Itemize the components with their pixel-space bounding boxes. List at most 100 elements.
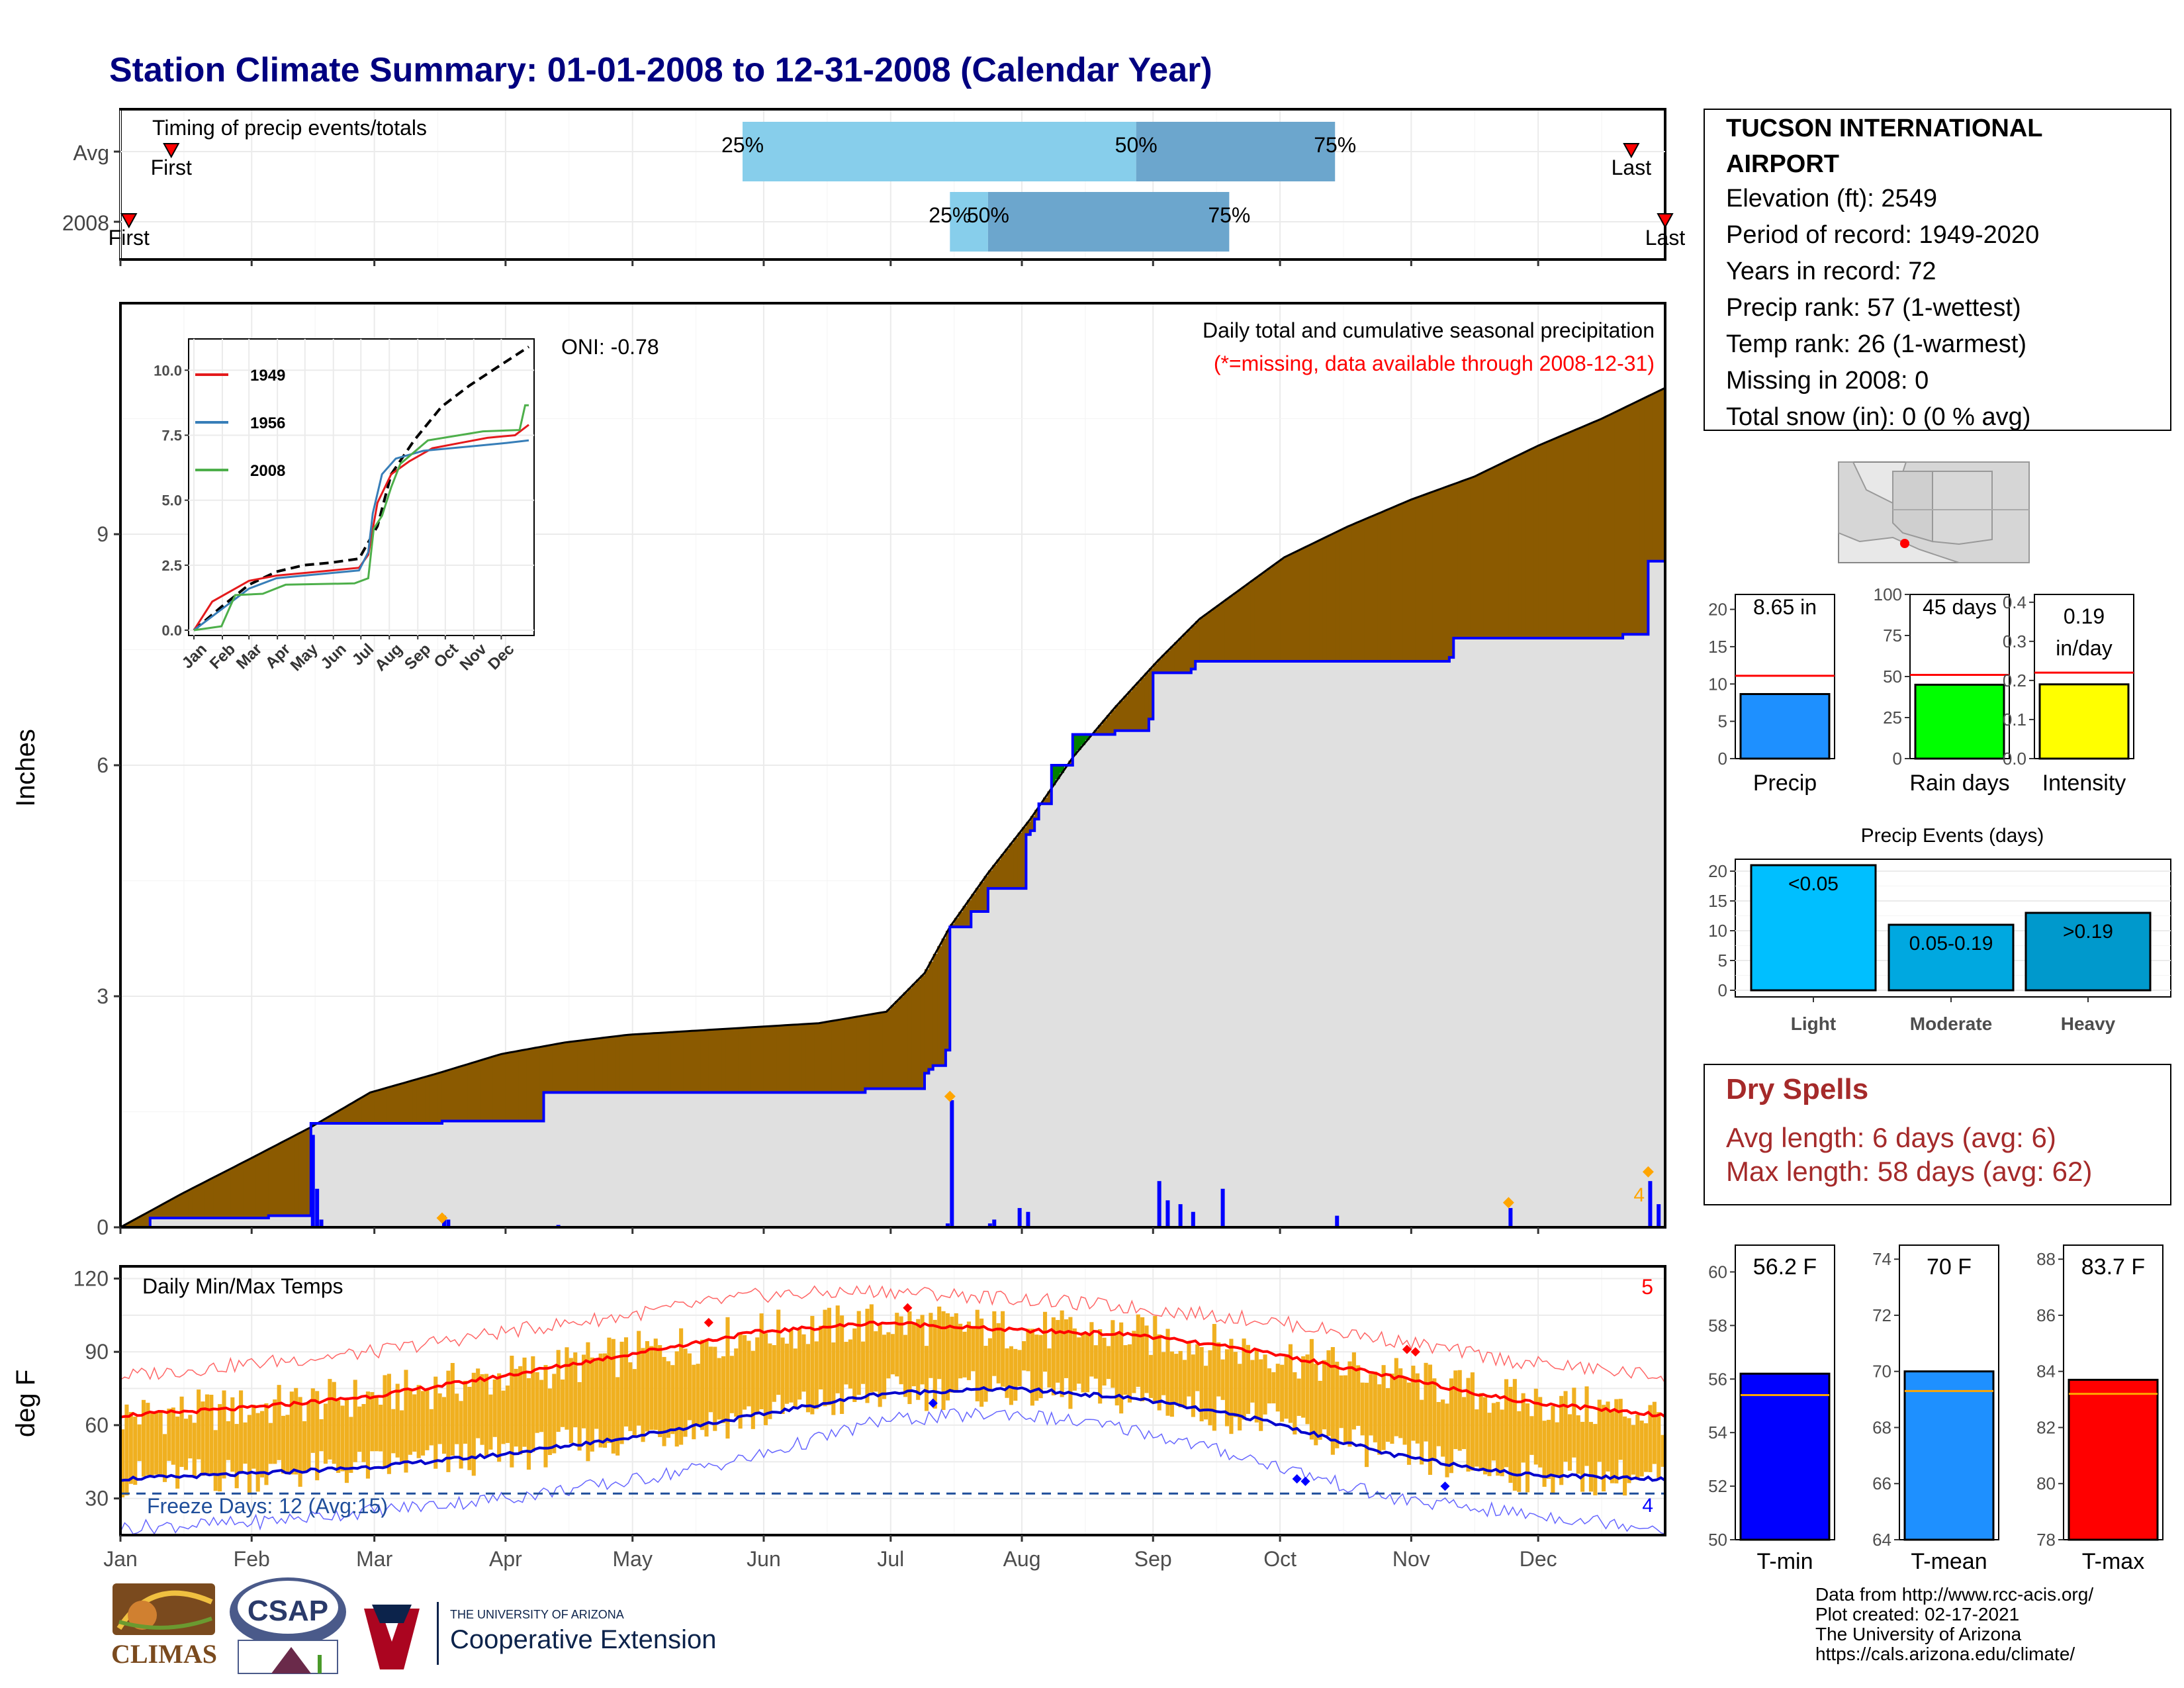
inset-ytick: 0.0 — [161, 622, 182, 639]
inset-avg-line — [193, 346, 530, 632]
summary-bar-ytick: 15 — [1708, 637, 1727, 657]
station-snow: Total snow (in): 0 (0 % avg) — [1726, 403, 2030, 431]
max-precip-marker — [436, 1212, 448, 1224]
temp-bar-t-min: 50 52 54 56 58 60 56.2 F T-min — [1708, 1244, 1835, 1574]
timing-2008-q1 — [950, 192, 988, 252]
footer-university: The University of Arizona — [1815, 1624, 2022, 1644]
month-label: Apr — [489, 1547, 522, 1571]
footer-url: https://cals.arizona.edu/climate/ — [1815, 1644, 2075, 1664]
month-label: Jan — [103, 1547, 138, 1571]
temp-bar-ytick: 64 — [1872, 1530, 1891, 1550]
timing-avg-q1 — [742, 122, 1136, 181]
temp-panel: 30 60 90 120 Jan Feb Mar Apr May Jun Jul Aug Sep Oct… — [11, 1265, 1666, 1571]
daily-precip-bar — [310, 1135, 315, 1227]
month-label: Jul — [877, 1547, 904, 1571]
summary-bar-label: Intensity — [2042, 771, 2126, 796]
temp-bar-ytick: 54 — [1708, 1423, 1727, 1442]
daily-precip-bar — [992, 1219, 997, 1227]
inset-ytick: 7.5 — [161, 427, 182, 444]
events-bar-moderate — [1888, 923, 2015, 992]
temp-bar-ytick: 58 — [1708, 1315, 1727, 1335]
precip-ytick: 3 — [97, 984, 109, 1008]
timing-2008-p50: 50% — [967, 203, 1009, 227]
station-location-marker — [1900, 539, 1909, 548]
temp-bar-fill — [2068, 1378, 2159, 1541]
climas-logo: CLIMAS — [111, 1583, 217, 1669]
footer-credits: Data from http://www.rcc-acis.org/ Plot … — [1815, 1584, 2093, 1664]
timing-avg-first-label: First — [151, 156, 192, 179]
temp-bar-ytick: 84 — [2036, 1362, 2056, 1382]
csap-logo: CSAP — [230, 1577, 346, 1674]
temp-bar-ytick: 72 — [1872, 1305, 1891, 1325]
inset-legend-label: 2008 — [250, 462, 285, 480]
daily-precip-bar — [1191, 1211, 1195, 1227]
daily-precip-bar — [1017, 1207, 1022, 1227]
max-precip-marker — [1502, 1197, 1514, 1209]
timing-2008-p75: 75% — [1208, 203, 1250, 227]
summary-bar-value: 0.19 — [2064, 604, 2105, 628]
timing-2008-q2 — [987, 192, 1230, 252]
timing-avg-q2 — [1136, 122, 1336, 181]
events-ytick: 5 — [1718, 951, 1727, 970]
temp-bar-ytick: 78 — [2036, 1530, 2056, 1550]
inset-legend-label: 1956 — [250, 414, 285, 432]
inset-ytick: 2.5 — [161, 557, 182, 574]
climas-logo-text: CLIMAS — [111, 1639, 217, 1669]
timing-avg-p25: 25% — [721, 133, 764, 157]
timing-avg-first-marker — [163, 143, 180, 159]
temp-bar-t-mean: 64 66 68 70 72 74 70 F T-mean — [1872, 1244, 1999, 1574]
station-missing: Missing in 2008: 0 — [1726, 367, 1929, 395]
daily-precip-bar — [1508, 1207, 1513, 1227]
station-info: TUCSON INTERNATIONAL AIRPORT Elevation (f… — [1704, 109, 2171, 431]
temp-bar-ytick: 74 — [1872, 1249, 1891, 1269]
precip-ytick: 6 — [97, 753, 109, 777]
timing-2008-first-marker — [120, 213, 138, 229]
events-category-label: Moderate — [1910, 1013, 1992, 1034]
events-ytick: 0 — [1718, 980, 1727, 1000]
timing-avg-p50: 50% — [1115, 133, 1158, 157]
temp-bar-ytick: 52 — [1708, 1476, 1727, 1496]
temp-ylabel: deg F — [11, 1370, 40, 1437]
summary-bar-label: Rain days — [1909, 771, 2009, 796]
events-category-label: Light — [1791, 1013, 1836, 1034]
inset-legend-label: 1949 — [250, 367, 285, 385]
avg-max-temp-line — [120, 1321, 1666, 1419]
inset-line-2008 — [193, 404, 529, 632]
inset-chart: 0.02.55.07.510.0JanFebMarAprMayJunJulAug… — [154, 338, 535, 675]
record-high-marker — [903, 1303, 913, 1313]
record-high-marker — [704, 1317, 713, 1327]
footer-data-source: Data from http://www.rcc-acis.org/ — [1815, 1584, 2093, 1605]
summary-bar-1: 0 25 50 75 100 45 days Rain days — [1874, 585, 2010, 796]
oni-label: ONI: -0.78 — [561, 335, 659, 359]
temp-bar-label: T-max — [2082, 1549, 2144, 1574]
precip-panel: 0 3 6 9 Inches ONI: -0.78 Daily total and c… — [11, 302, 1666, 1239]
temp-bar-fill — [1903, 1370, 1995, 1541]
timing-2008-last-label: Last — [1645, 226, 1686, 250]
dry-spells-title: Dry Spells — [1726, 1073, 1868, 1105]
dry-spells-box: Dry Spells Avg length: 6 days (avg: 6) M… — [1704, 1064, 2171, 1205]
events-ytick: 15 — [1708, 891, 1727, 911]
summary-bar-fill — [1739, 692, 1831, 760]
timing-row-avg: Avg — [73, 141, 109, 165]
summary-bar-ytick: 50 — [1883, 667, 1902, 686]
month-label: Sep — [1134, 1547, 1172, 1571]
daily-precip-bar — [315, 1188, 320, 1227]
temp-bar-value: 83.7 F — [2081, 1254, 2145, 1280]
precip-events-chart: Precip Events (days) 0 5 10 15 20 <0.05 Light 0… — [1708, 825, 2171, 1034]
summary-bar-ytick: 20 — [1708, 600, 1727, 620]
temp-bar-ytick: 70 — [1872, 1362, 1891, 1382]
ua-small-text: THE UNIVERSITY OF ARIZONA — [450, 1608, 624, 1621]
events-bar-light — [1750, 864, 1877, 992]
record-high-line — [120, 1284, 1666, 1383]
locator-map — [1838, 461, 2030, 563]
inset-line-1949 — [193, 424, 529, 631]
ua-logo: THE UNIVERSITY OF ARIZONA Cooperative Ex… — [364, 1602, 716, 1669]
daily-precip-bar — [446, 1219, 451, 1227]
temp-bar-t-max: 78 80 82 84 86 88 83.7 F T-max — [2036, 1244, 2163, 1574]
station-precip-rank: Precip rank: 57 (1-wettest) — [1726, 294, 2021, 322]
timing-avg-p75: 75% — [1314, 133, 1356, 157]
month-label: Mar — [356, 1547, 392, 1571]
summary-bar-fill — [1914, 683, 2005, 760]
